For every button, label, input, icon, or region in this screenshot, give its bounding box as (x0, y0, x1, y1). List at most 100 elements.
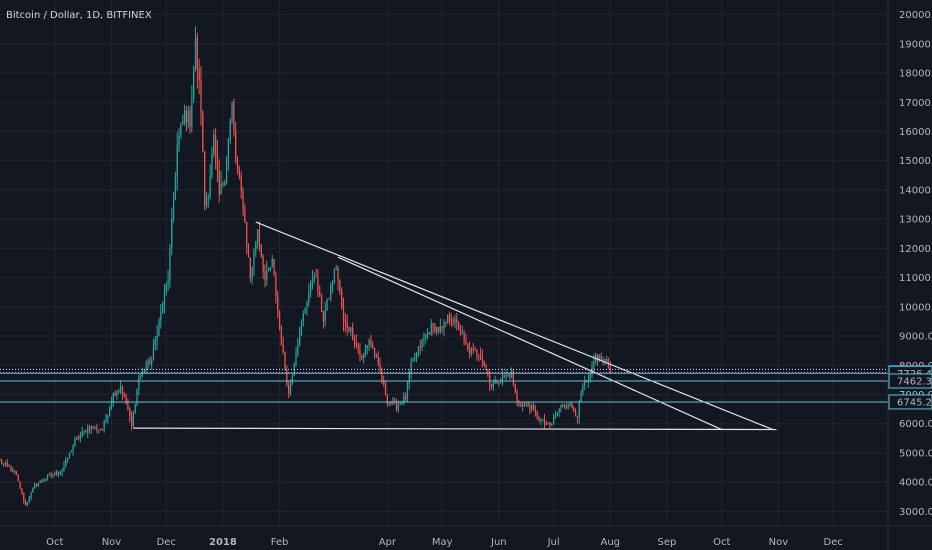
candle-body (200, 80, 202, 113)
candle-body (98, 429, 100, 431)
trendlines[interactable] (133, 221, 777, 431)
candle-body (516, 392, 518, 403)
candle-body (375, 355, 378, 357)
candle-body (26, 502, 29, 506)
candle-body (379, 362, 381, 373)
candle-body (149, 360, 151, 365)
candle-body (476, 350, 478, 356)
candle-body (426, 332, 429, 335)
candle-body (70, 451, 72, 453)
candle-body (344, 319, 346, 322)
candle-body (461, 333, 463, 335)
time-axis[interactable]: Oct Nov Dec 2018 Feb Apr May Jun Jul Aug Sep Oct Nov… (46, 537, 843, 548)
candle-body (359, 350, 361, 356)
price-tag-label: 7462.3 (897, 376, 932, 387)
candle-body (163, 291, 166, 305)
time-tick-label: Oct (713, 537, 730, 548)
candle-body (222, 183, 224, 185)
candle-body (10, 466, 12, 472)
price-tick-label: 11000.0 (899, 273, 932, 284)
candle-body (81, 431, 83, 436)
candle-body (59, 472, 61, 474)
candle-body (172, 198, 175, 219)
candle-body (46, 475, 49, 480)
candle-body (383, 380, 385, 384)
candle-body (275, 275, 277, 297)
price-tick-label: 19000.0 (899, 39, 932, 50)
candle-body (479, 356, 482, 358)
candle-body (41, 480, 43, 482)
candle-body (72, 445, 74, 452)
candle-body (194, 37, 197, 71)
candle-body (582, 385, 584, 394)
candle-body (339, 279, 341, 292)
candle-body (158, 320, 160, 336)
candle-body (0, 459, 1, 461)
candle-body (505, 374, 507, 377)
candle-body (15, 473, 18, 475)
candle-body (169, 247, 171, 281)
candle-body (315, 276, 317, 278)
candle-body (236, 160, 239, 170)
candle-body (328, 298, 330, 300)
trendline[interactable] (255, 221, 774, 431)
price-tag: 7462.3 (888, 373, 932, 389)
candle-body (549, 422, 551, 426)
candle-body (388, 402, 390, 404)
candle-body (140, 374, 142, 378)
candle-body (165, 284, 167, 292)
candle-body (368, 339, 370, 346)
candle-body (293, 364, 295, 376)
candle-body (578, 401, 580, 418)
chart-title: Bitcoin / Dollar, 1D, BITFINEX (6, 10, 152, 21)
candle-body (286, 369, 288, 386)
candle-body (189, 110, 191, 127)
candle-body (355, 343, 357, 345)
candle-body (77, 437, 80, 439)
candle-body (289, 384, 292, 394)
candle-body (512, 371, 515, 385)
candle-body (231, 101, 233, 121)
candle-body (600, 355, 602, 361)
candle-body (313, 276, 315, 281)
candle-body (50, 474, 52, 476)
candle-body (362, 353, 365, 358)
candle-body (125, 395, 127, 404)
candle-body (412, 359, 414, 362)
candle-body (229, 120, 231, 140)
candle-body (335, 268, 337, 270)
price-tick-label: 4000.0 (899, 478, 932, 489)
candle-body (408, 374, 410, 384)
candle-body (569, 403, 571, 406)
candle-body (574, 411, 577, 416)
candle-body (297, 345, 299, 354)
candle-body (605, 358, 608, 362)
price-tick-label: 6000.0 (899, 419, 932, 430)
candle-body (421, 339, 423, 348)
candle-body (202, 112, 204, 152)
trendline[interactable] (337, 256, 722, 431)
candle-body (96, 426, 98, 430)
horizontal-lines[interactable] (0, 368, 888, 403)
trendline[interactable] (133, 427, 777, 431)
candle-body (76, 437, 78, 440)
candle-body (319, 292, 321, 295)
candle-body (218, 169, 220, 195)
candle-body (531, 405, 533, 410)
candle-body (167, 280, 169, 285)
candle-body (536, 411, 538, 418)
price-tick-label: 3000.0 (899, 507, 932, 518)
candle-body (470, 348, 473, 354)
candle-body (255, 242, 257, 251)
time-tick-label: Nov (102, 537, 122, 548)
candle-body (48, 474, 50, 476)
candle-body (538, 417, 540, 421)
candles (0, 26, 611, 507)
candle-body (589, 373, 591, 382)
candle-body (394, 400, 396, 402)
candle-body (342, 307, 345, 320)
candle-body (554, 416, 557, 419)
candle-body (425, 334, 427, 339)
